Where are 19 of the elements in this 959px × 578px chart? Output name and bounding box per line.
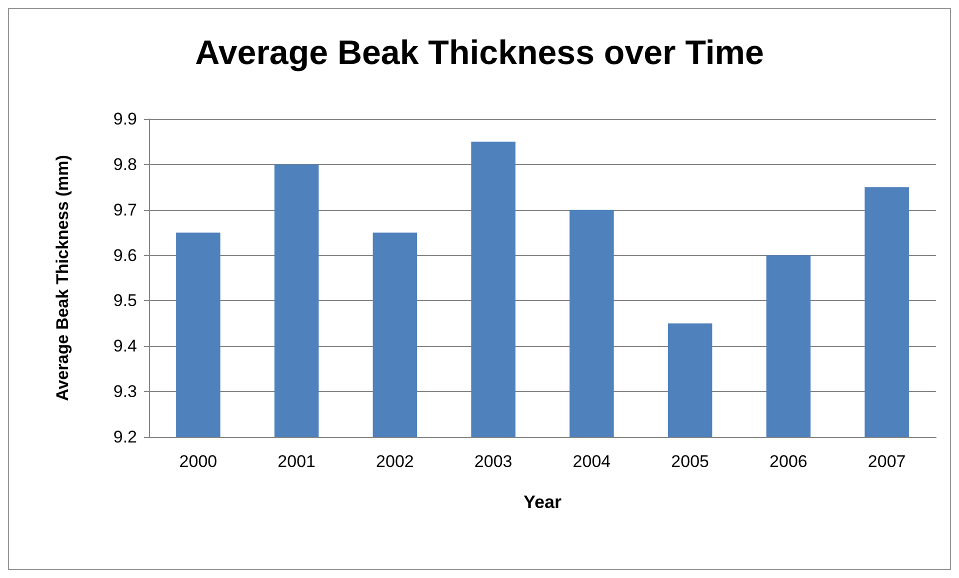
y-axis-title: Average Beak Thickness (mm) <box>53 155 72 401</box>
x-tick-label: 2003 <box>474 452 512 471</box>
x-tick-label: 2004 <box>572 452 611 471</box>
y-tick-label: 9.4 <box>113 336 137 356</box>
x-tick-label: 2007 <box>868 452 906 471</box>
y-tick-label: 9.5 <box>113 291 137 310</box>
x-tick-label: 2006 <box>770 452 808 471</box>
x-axis-title: Year <box>523 492 562 512</box>
y-tick-label: 9.8 <box>113 154 137 174</box>
chart-title: Average Beak Thickness over Time <box>195 34 764 72</box>
y-tick-label: 9.6 <box>113 246 137 265</box>
x-tick-label: 2000 <box>179 452 218 471</box>
y-tick-label: 9.3 <box>113 382 137 402</box>
y-tick-label: 9.2 <box>113 428 137 446</box>
y-tick-label: 9.7 <box>113 200 137 220</box>
x-tick-label: 2001 <box>278 452 316 471</box>
x-tick-label: 2002 <box>376 452 414 471</box>
y-tick-label: 9.9 <box>113 110 137 128</box>
x-tick-label: 2005 <box>671 452 709 471</box>
